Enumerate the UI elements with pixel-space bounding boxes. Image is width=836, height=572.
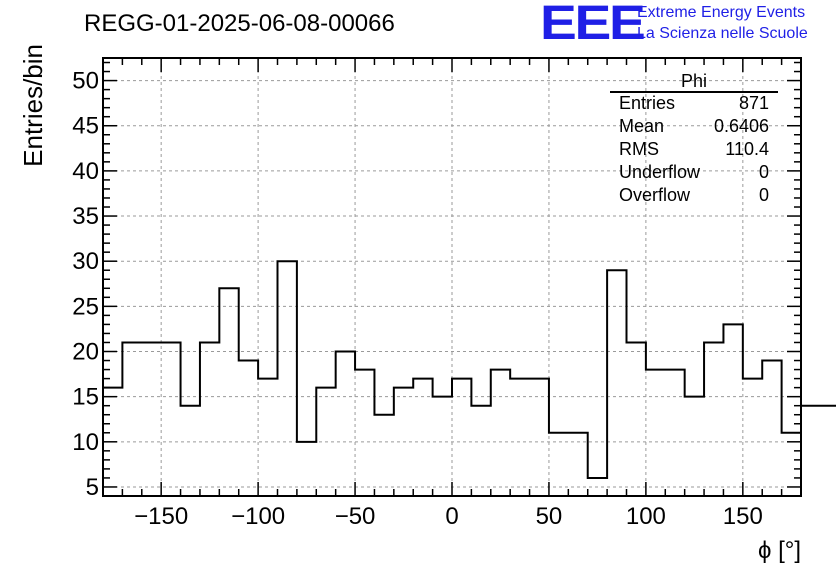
y-tick-label: 30 bbox=[72, 248, 99, 275]
grid-lines bbox=[103, 58, 801, 496]
stat-value-mean: 0.6406 bbox=[713, 116, 769, 136]
stat-label-overflow: Overflow bbox=[619, 185, 691, 205]
eee-logo: EEE bbox=[540, 0, 646, 50]
axes: −150 −100 −50 0 50 100 150 5 10 15 20 25 30 35 40 45 50 ϕ… bbox=[18, 44, 802, 564]
x-tick-label: 150 bbox=[723, 503, 763, 530]
stat-label-underflow: Underflow bbox=[619, 162, 701, 182]
stat-label-entries: Entries bbox=[619, 93, 676, 113]
y-tick-label: 20 bbox=[72, 339, 99, 366]
stat-label-rms: RMS bbox=[619, 139, 659, 159]
y-axis-title: Entries/bin bbox=[18, 44, 48, 167]
logo-subtitle-line1: Extreme Energy Events bbox=[637, 4, 806, 21]
x-tick-label: 100 bbox=[626, 503, 666, 530]
y-tick-label: 35 bbox=[72, 203, 99, 230]
x-axis-title: ϕ [°] bbox=[758, 537, 801, 564]
y-tick-label: 25 bbox=[72, 293, 99, 320]
y-tick-label: 50 bbox=[72, 68, 99, 95]
histogram-layer bbox=[103, 260, 836, 479]
x-tick-label: −50 bbox=[335, 503, 376, 530]
x-tick-label: −150 bbox=[134, 503, 188, 530]
logo-subtitle-line2: La Scienza nelle Scuole bbox=[637, 25, 808, 42]
stat-value-rms: 110.4 bbox=[725, 139, 769, 159]
stat-label-mean: Mean bbox=[619, 116, 665, 136]
histogram-step-line bbox=[103, 260, 836, 479]
y-tick-label: 10 bbox=[72, 429, 99, 456]
x-tick-label: 50 bbox=[536, 503, 563, 530]
run-title: REGG-01-2025-06-08-00066 bbox=[84, 10, 395, 37]
stats-divider bbox=[610, 91, 778, 93]
x-tick-label: 0 bbox=[445, 503, 458, 530]
x-tick-label: −100 bbox=[231, 503, 285, 530]
y-tick-label: 40 bbox=[72, 158, 99, 185]
plot-frame bbox=[102, 57, 802, 497]
stat-value-overflow: 0 bbox=[758, 185, 769, 205]
stats-title: Phi bbox=[680, 71, 707, 91]
stat-value-entries: 871 bbox=[738, 93, 769, 113]
y-tick-label: 15 bbox=[72, 384, 99, 411]
y-tick-label: 5 bbox=[86, 474, 99, 501]
y-tick-label: 45 bbox=[72, 113, 99, 140]
stat-value-underflow: 0 bbox=[758, 162, 769, 182]
